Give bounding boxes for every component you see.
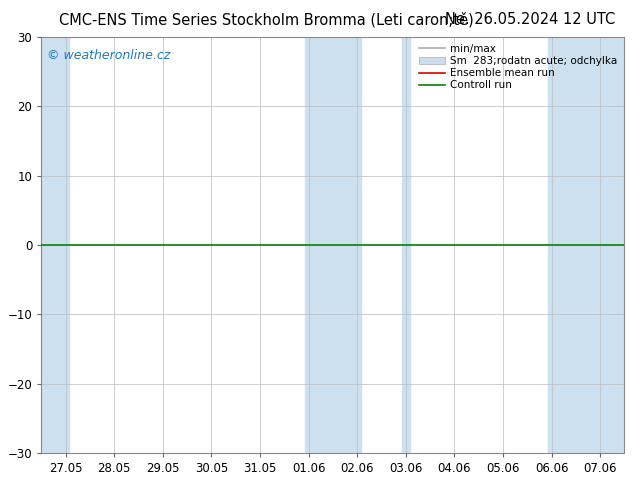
- Bar: [305, 37, 361, 453]
- Bar: [41, 37, 69, 453]
- Text: CMC-ENS Time Series Stockholm Bromma (Leti caron;tě): CMC-ENS Time Series Stockholm Bromma (Le…: [59, 12, 474, 28]
- Bar: [548, 37, 624, 453]
- Text: © weatheronline.cz: © weatheronline.cz: [47, 49, 171, 62]
- Legend: min/max, Sm  283;rodatn acute; odchylka, Ensemble mean run, Controll run: min/max, Sm 283;rodatn acute; odchylka, …: [417, 42, 619, 93]
- Bar: [402, 37, 410, 453]
- Text: Ne. 26.05.2024 12 UTC: Ne. 26.05.2024 12 UTC: [444, 12, 615, 27]
